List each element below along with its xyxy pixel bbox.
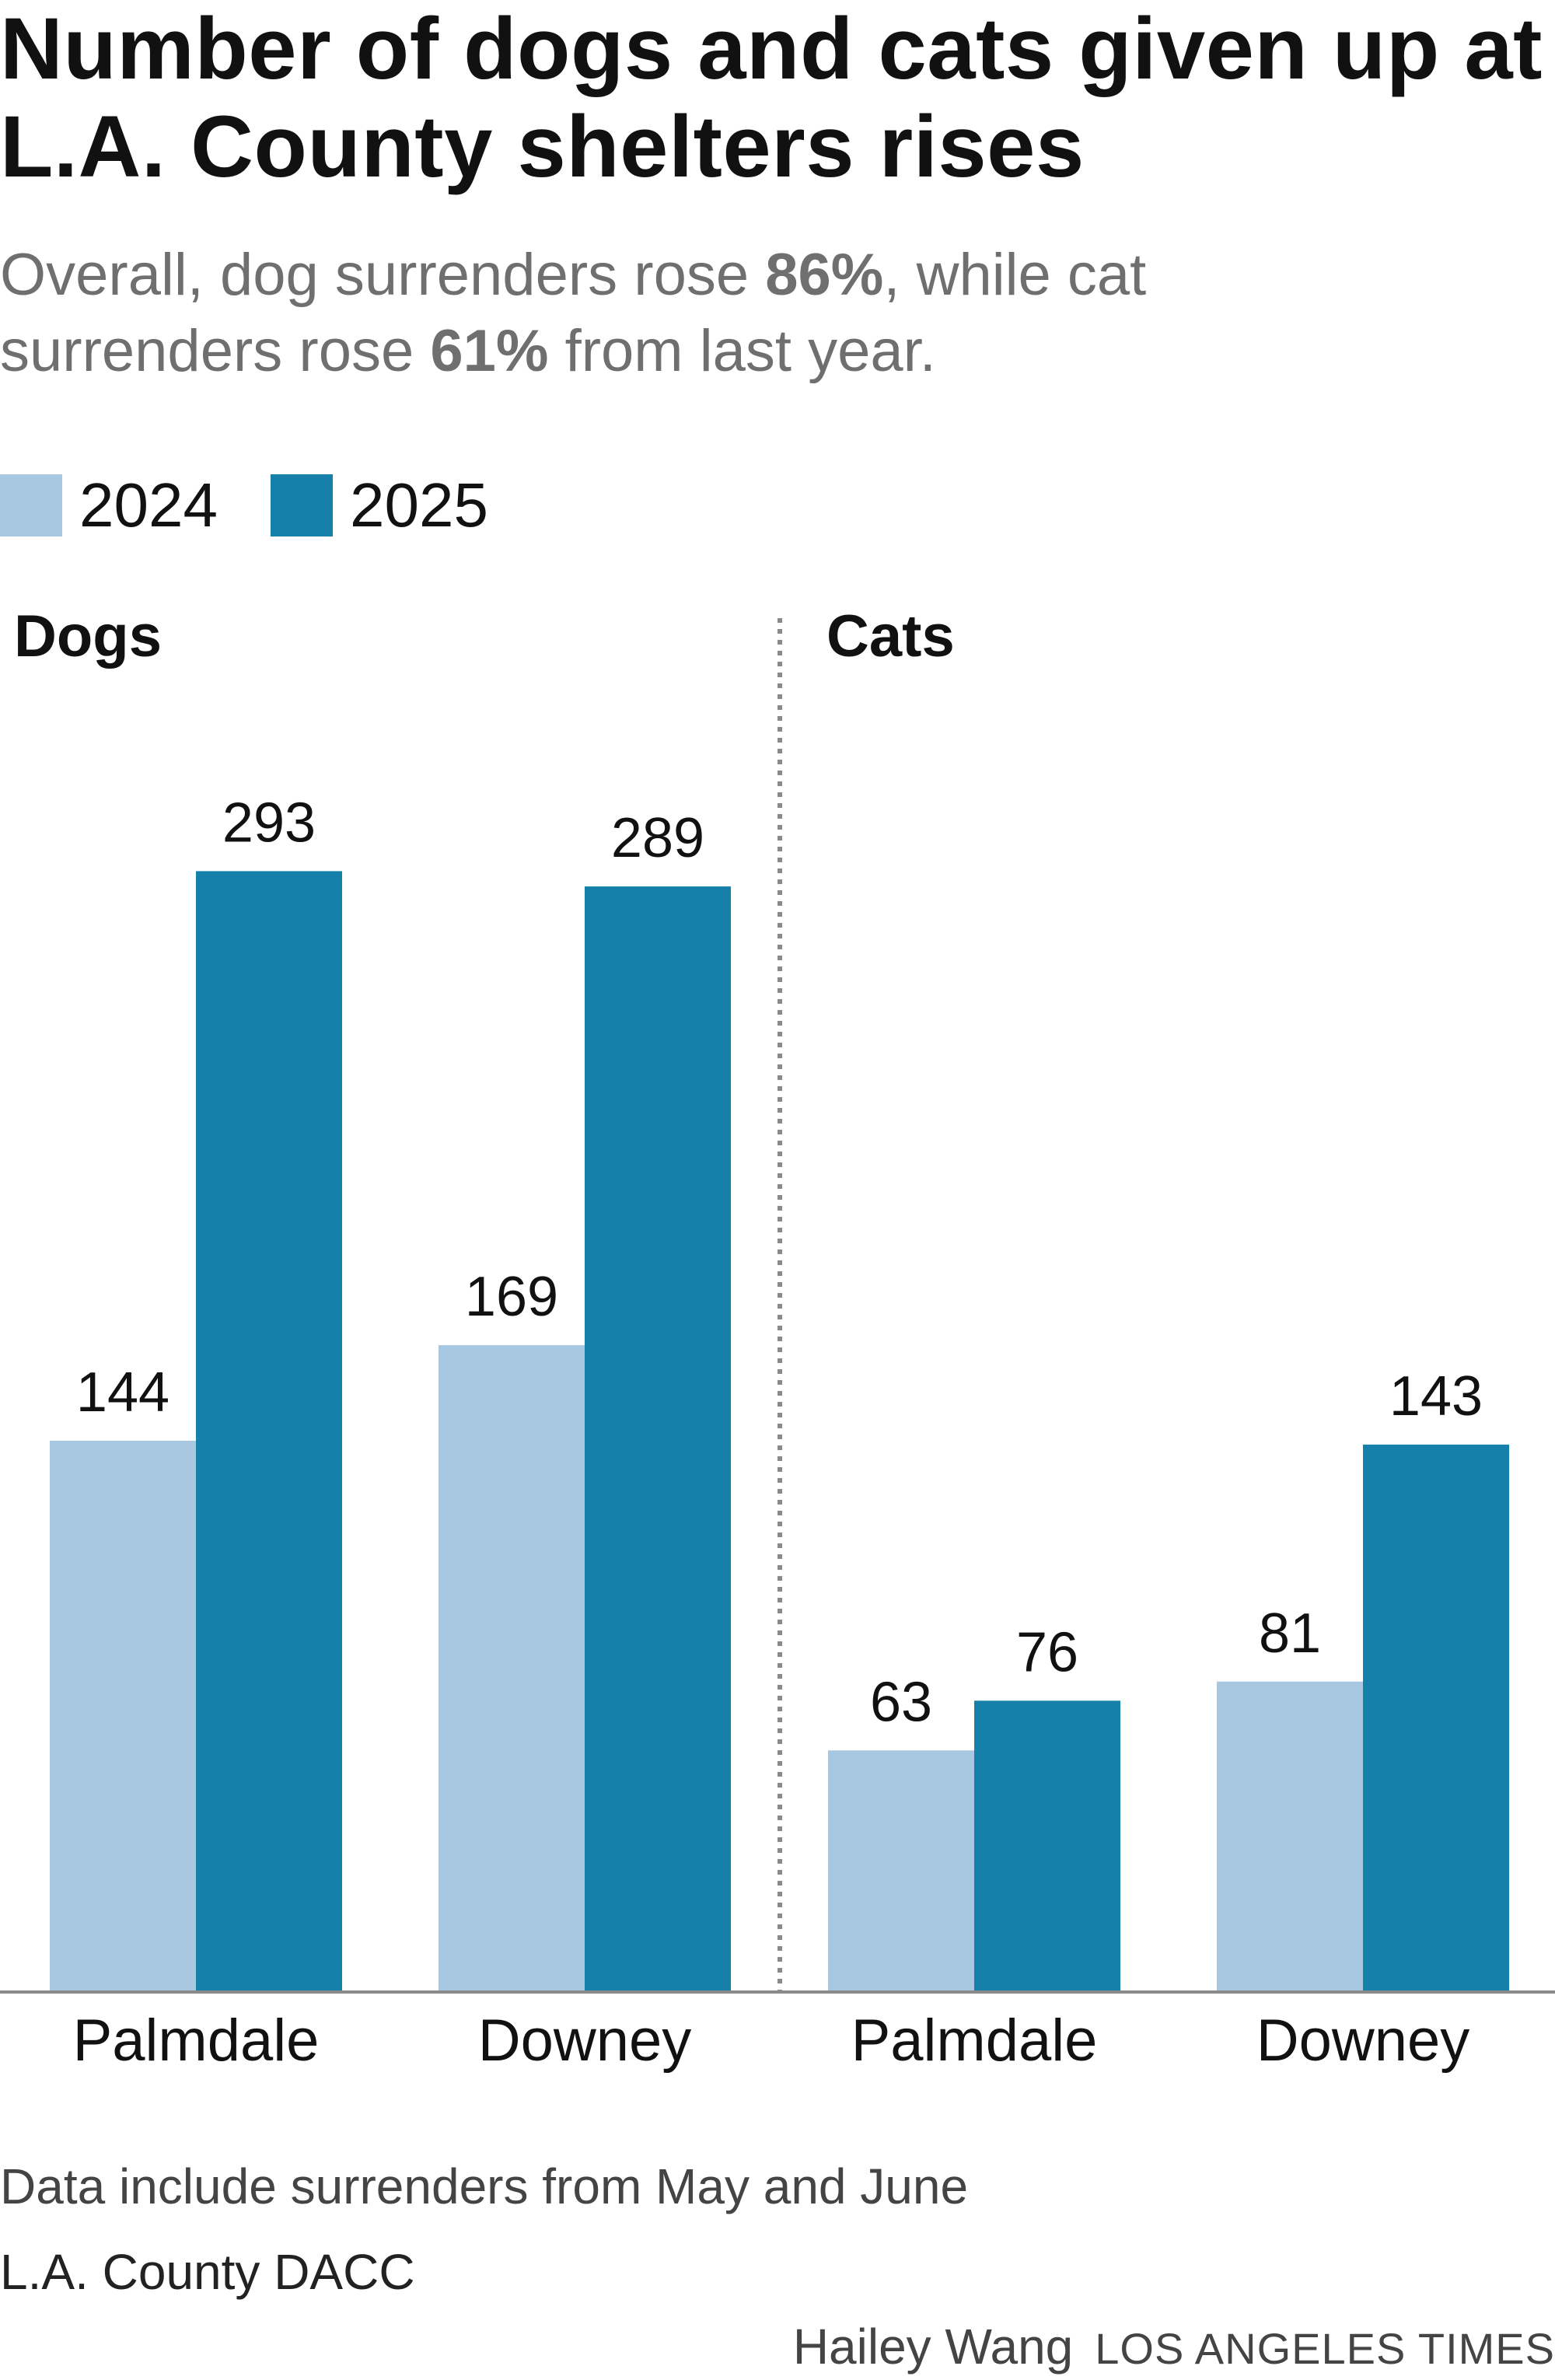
value-label-cats-palmdale-2025: 76 — [1016, 1621, 1078, 1683]
panel-title-cats: Cats — [826, 603, 955, 669]
legend-swatch-2024 — [0, 474, 62, 536]
value-label-cats-palmdale-2024: 63 — [870, 1671, 932, 1733]
dog-percent: 86% — [765, 242, 884, 308]
bar-cats-palmdale-2025 — [974, 1700, 1120, 1991]
value-label-dogs-downey-2025: 289 — [611, 807, 704, 869]
bar-cats-downey-2025 — [1363, 1444, 1509, 1991]
chart-title: Number of dogs and cats given up at L.A.… — [0, 0, 1543, 195]
legend-item-2025: 2025 — [270, 470, 488, 541]
subtitle-text-3: from last year. — [548, 318, 936, 384]
author-name: Hailey Wang — [792, 2319, 1074, 2375]
subtitle-text-1: Overall, dog surrenders rose — [0, 242, 766, 308]
bar-chart: Dogs 144 293 Palmdale 169 289 Downey Cats 63 76 Pa… — [0, 603, 1555, 2074]
value-label-dogs-palmdale-2024: 144 — [76, 1361, 169, 1424]
bar-dogs-downey-2025 — [585, 886, 731, 1991]
data-source: L.A. County DACC — [0, 2244, 415, 2300]
category-label-cats-palmdale: Palmdale — [851, 2008, 1098, 2074]
legend-swatch-2025 — [270, 474, 333, 536]
chart-subtitle: Overall, dog surrenders rose 86%, while … — [0, 237, 1322, 390]
cat-percent: 61% — [430, 318, 549, 384]
bar-cats-palmdale-2024 — [828, 1750, 974, 1991]
subtitle-text-2: , while cat surrenders rose — [0, 242, 1147, 384]
bar-dogs-palmdale-2024 — [50, 1441, 196, 1991]
value-label-dogs-downey-2024: 169 — [465, 1266, 558, 1328]
legend-label-2025: 2025 — [349, 470, 488, 540]
bar-cats-downey-2024 — [1217, 1681, 1363, 1991]
organization-name: LOS ANGELES TIMES — [1095, 2324, 1555, 2373]
value-label-cats-downey-2025: 143 — [1389, 1365, 1483, 1428]
data-note: Data include surrenders from May and Jun… — [0, 2158, 969, 2214]
category-label-cats-downey: Downey — [1256, 2008, 1470, 2074]
category-label-dogs-palmdale: Palmdale — [73, 2008, 320, 2074]
value-label-cats-downey-2024: 81 — [1259, 1602, 1321, 1665]
panel-title-dogs: Dogs — [14, 603, 162, 669]
legend-item-2024: 2024 — [0, 470, 218, 541]
credit-line: Hailey Wang LOS ANGELES TIMES — [793, 2315, 1555, 2380]
chart-legend: 2024 2025 — [0, 470, 541, 540]
value-label-dogs-palmdale-2025: 293 — [222, 792, 316, 854]
bar-dogs-downey-2024 — [439, 1345, 585, 1991]
legend-label-2024: 2024 — [79, 470, 218, 540]
bar-dogs-palmdale-2025 — [196, 871, 342, 1991]
category-label-dogs-downey: Downey — [478, 2008, 692, 2074]
